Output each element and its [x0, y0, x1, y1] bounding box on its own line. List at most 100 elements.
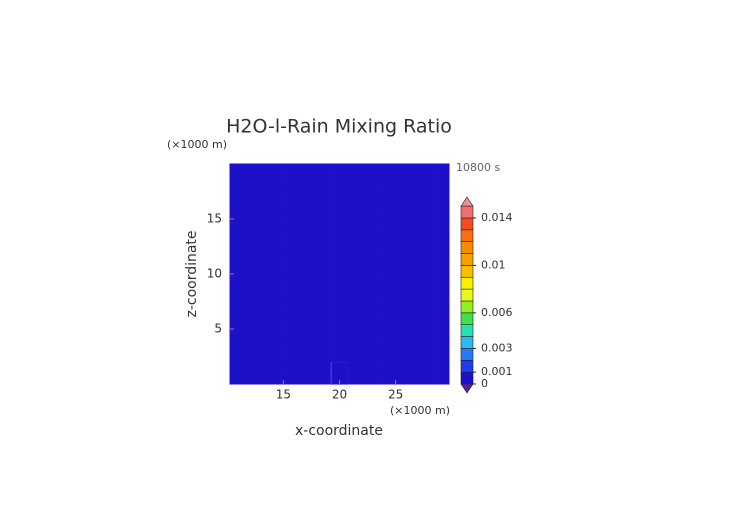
heatmap-cell	[263, 274, 281, 297]
y-tick-label: 5	[214, 322, 222, 336]
heatmap-cell	[381, 230, 399, 253]
heatmap-cell	[230, 230, 248, 253]
heatmap-cell	[398, 164, 416, 187]
heatmap-cell	[364, 340, 382, 363]
heatmap-cell	[432, 186, 450, 209]
heatmap-cell	[297, 274, 315, 297]
heatmap-cell	[432, 340, 450, 363]
colorbar-under	[460, 383, 474, 394]
heatmap-cell	[398, 274, 416, 297]
colorbar-segment	[460, 265, 474, 278]
heatmap-cell	[314, 252, 332, 275]
heatmap-cell	[297, 318, 315, 341]
colorbar-tick-label: 0.003	[481, 341, 513, 354]
heatmap-cell	[314, 340, 332, 363]
heatmap-cell	[263, 230, 281, 253]
heatmap-cell	[297, 230, 315, 253]
heatmap-cell	[398, 230, 416, 253]
heatmap-cell	[364, 252, 382, 275]
heatmap-cell	[347, 186, 366, 209]
heatmap-cell	[347, 318, 366, 341]
heatmap-cell	[364, 318, 382, 341]
heatmap-cell	[297, 252, 315, 275]
heatmap-cell	[398, 186, 416, 209]
heatmap-cell	[263, 208, 281, 231]
heatmap-cell	[364, 296, 382, 319]
heatmap-cell	[246, 274, 264, 297]
time-label: 10800 s	[456, 161, 500, 174]
heatmap-cell	[280, 164, 298, 187]
heatmap-cell	[381, 318, 399, 341]
colorbar-segment	[460, 253, 474, 266]
y-tick-label: 10	[207, 267, 222, 281]
heatmap-cell	[347, 164, 366, 187]
y-unit: (×1000 m)	[167, 138, 227, 151]
heatmap-cell	[331, 252, 349, 275]
heatmap-cell	[432, 208, 450, 231]
heatmap-cell	[432, 362, 450, 385]
heatmap-cell	[230, 340, 248, 363]
chart-title: H2O-l-Rain Mixing Ratio	[226, 116, 452, 138]
heatmap-cell	[398, 362, 416, 385]
y-axis-label: z-coordinate	[184, 230, 200, 317]
heatmap-cell	[347, 340, 366, 363]
heatmap-cell	[415, 186, 433, 209]
heatmap-cell	[246, 230, 264, 253]
colorbar-segment	[460, 229, 474, 242]
heatmap-cell	[263, 186, 281, 209]
heatmap-cell	[415, 340, 433, 363]
colorbar-segment	[460, 288, 474, 302]
colorbar-segment	[460, 205, 474, 219]
heatmap-cell	[331, 186, 349, 209]
heatmap-cell	[398, 296, 416, 319]
heatmap-cell	[314, 318, 332, 341]
colorbar-tick-label: 0.014	[481, 211, 513, 224]
colorbar-over	[460, 196, 474, 207]
heatmap-cell	[246, 296, 264, 319]
heatmap-cell	[364, 186, 382, 209]
heatmap-cell	[364, 164, 382, 187]
heatmap-cell	[297, 186, 315, 209]
heatmap-cell	[314, 230, 332, 253]
colorbar-segment	[460, 241, 474, 254]
heatmap-cell	[280, 318, 298, 341]
heatmap-cell	[432, 252, 450, 275]
heatmap-cell	[364, 274, 382, 297]
colorbar-segment	[460, 217, 474, 231]
heatmap-cell	[381, 252, 399, 275]
heatmap-cell	[297, 340, 315, 363]
heatmap-cell	[364, 230, 382, 253]
heatmap-cell	[331, 208, 349, 231]
heatmap-cell	[432, 230, 450, 253]
heatmap-cell	[230, 296, 248, 319]
heatmap-cell	[297, 362, 315, 385]
heatmap-cell	[280, 296, 298, 319]
heatmap-cell	[398, 252, 416, 275]
heatmap-cell	[280, 362, 298, 385]
heatmap-cell	[246, 252, 264, 275]
x-unit: (×1000 m)	[390, 404, 450, 417]
heatmap-cell	[415, 296, 433, 319]
heatmap-cell	[381, 208, 399, 231]
heatmap-cell	[381, 340, 399, 363]
colorbar-tick-label: 0.001	[481, 365, 513, 378]
heatmap-cell	[432, 274, 450, 297]
heatmap-cell	[415, 252, 433, 275]
x-tick-label: 25	[388, 388, 403, 402]
heatmap-cell	[398, 318, 416, 341]
heatmap-cell	[314, 208, 332, 231]
heatmap-cell	[381, 274, 399, 297]
heatmap-cell	[415, 362, 433, 385]
heatmap-cell	[246, 186, 264, 209]
heatmap-cell	[280, 208, 298, 231]
heatmap-cell	[331, 274, 349, 297]
heatmap-cell	[314, 296, 332, 319]
heatmap-cell	[364, 362, 382, 385]
heatmap-cell	[347, 274, 366, 297]
heatmap-cell	[230, 208, 248, 231]
heatmap-cell	[398, 208, 416, 231]
heatmap-cell	[230, 318, 248, 341]
heatmap-cell	[381, 186, 399, 209]
x-tick-label: 20	[332, 388, 347, 402]
heatmap-cell	[314, 186, 332, 209]
